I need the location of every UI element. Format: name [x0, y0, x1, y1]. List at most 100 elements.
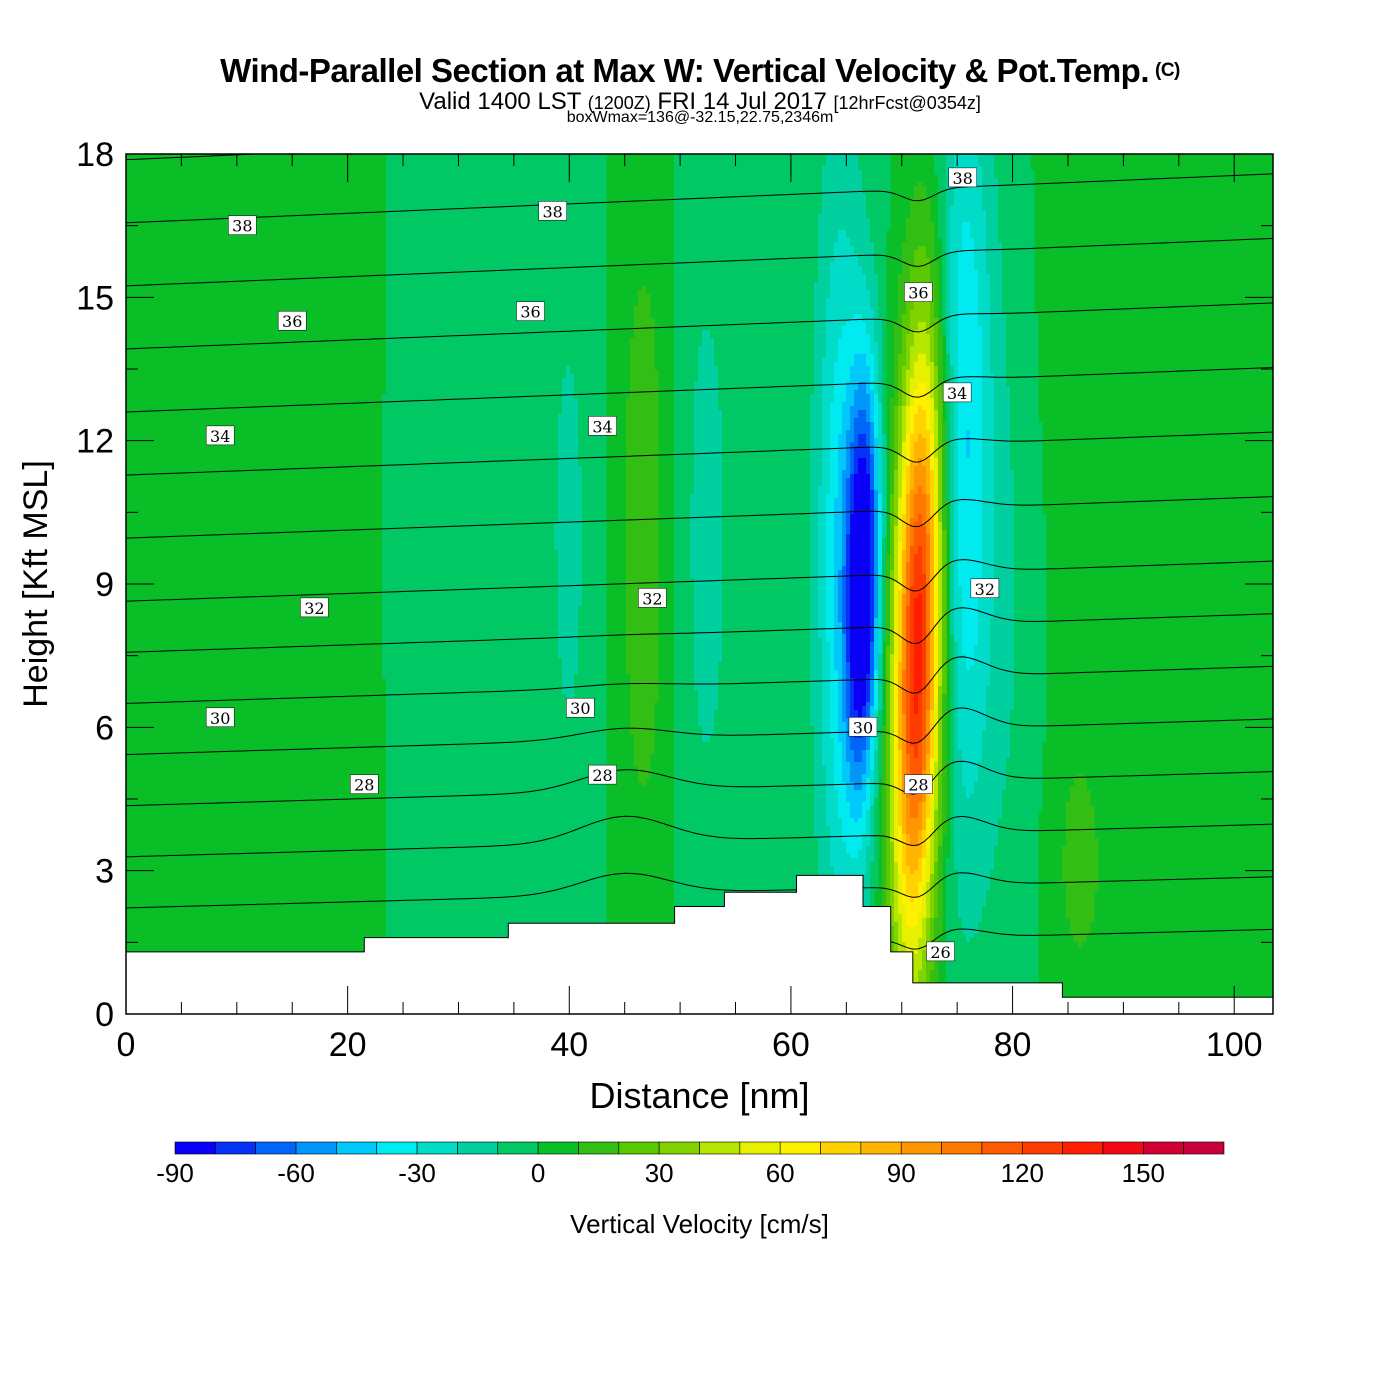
velocity-cell [878, 382, 883, 387]
velocity-cell [382, 654, 559, 659]
velocity-cell [950, 242, 963, 247]
velocity-cell [898, 742, 903, 747]
velocity-cell [1014, 706, 1047, 711]
velocity-cell [982, 742, 1011, 747]
velocity-cell [850, 426, 855, 431]
velocity-cell [930, 402, 935, 407]
velocity-cell [386, 182, 607, 187]
velocity-cell [958, 438, 967, 443]
velocity-cell [930, 670, 935, 675]
velocity-cell [910, 442, 915, 447]
velocity-cell [850, 654, 871, 659]
velocity-cell [950, 294, 959, 299]
velocity-cell [674, 814, 815, 819]
velocity-cell [690, 538, 723, 543]
velocity-cell [922, 546, 927, 551]
velocity-cell [990, 278, 1003, 283]
velocity-cell [894, 470, 899, 475]
velocity-cell [674, 330, 703, 335]
velocity-cell [926, 386, 931, 391]
velocity-cell [978, 598, 995, 603]
velocity-cell [874, 586, 879, 591]
velocity-cell [874, 522, 879, 527]
velocity-cell [826, 582, 835, 587]
velocity-cell [930, 458, 935, 463]
velocity-cell [834, 554, 843, 559]
velocity-cell [890, 514, 895, 519]
velocity-cell [814, 770, 827, 775]
velocity-cell [938, 614, 943, 619]
velocity-cell [858, 386, 867, 391]
velocity-cell [846, 430, 855, 435]
velocity-cell [898, 722, 903, 727]
velocity-cell [954, 794, 967, 799]
velocity-cell [990, 658, 1015, 663]
velocity-cell [934, 486, 939, 491]
velocity-cell [958, 518, 983, 523]
velocity-cell [978, 298, 991, 303]
velocity-cell [870, 490, 875, 495]
velocity-cell [690, 558, 723, 563]
velocity-cell [966, 658, 975, 663]
velocity-cell [978, 310, 991, 315]
velocity-cell [382, 546, 555, 551]
velocity-cell [894, 694, 899, 699]
velocity-cell [558, 638, 579, 643]
velocity-cell [982, 558, 995, 563]
velocity-cell [998, 198, 1035, 203]
velocity-cell [874, 690, 879, 695]
velocity-cell [382, 514, 559, 519]
velocity-cell [826, 622, 835, 627]
velocity-cell [930, 474, 935, 479]
velocity-cell [986, 270, 1003, 275]
velocity-cell [718, 382, 815, 387]
velocity-cell [930, 442, 935, 447]
velocity-cell [830, 286, 867, 291]
velocity-cell [914, 474, 927, 479]
velocity-cell [890, 578, 895, 583]
velocity-cell [874, 742, 879, 747]
velocity-cell [926, 490, 931, 495]
velocity-cell [874, 790, 879, 795]
velocity-cell [906, 670, 911, 675]
velocity-cell [910, 662, 915, 667]
velocity-cell [846, 542, 851, 547]
velocity-cell [698, 690, 719, 695]
velocity-cell [842, 566, 847, 571]
velocity-cell [930, 334, 935, 339]
velocity-cell [690, 514, 723, 519]
velocity-cell [898, 406, 903, 411]
velocity-cell [954, 654, 959, 659]
velocity-cell [554, 534, 583, 539]
velocity-cell [674, 286, 815, 291]
velocity-cell [894, 598, 899, 603]
velocity-cell [1006, 318, 1039, 323]
velocity-cell [950, 686, 955, 691]
velocity-cell [818, 494, 827, 499]
velocity-cell [970, 430, 983, 435]
velocity-cell [574, 374, 607, 379]
velocity-cell [954, 790, 967, 795]
velocity-cell [626, 434, 659, 439]
velocity-cell [882, 334, 887, 339]
velocity-cell [690, 530, 723, 535]
velocity-cell [898, 614, 903, 619]
velocity-cell [854, 754, 863, 759]
velocity-cell [874, 310, 879, 315]
velocity-cell [934, 410, 939, 415]
velocity-cell [938, 734, 943, 739]
velocity-cell [830, 442, 839, 447]
velocity-cell [674, 506, 691, 511]
velocity-cell [818, 562, 827, 567]
velocity-cell [866, 674, 871, 679]
velocity-cell [898, 394, 903, 399]
velocity-cell [722, 462, 811, 467]
velocity-cell [870, 690, 875, 695]
velocity-cell [882, 526, 887, 531]
velocity-cell [386, 766, 607, 771]
velocity-cell [970, 222, 987, 227]
velocity-cell [954, 782, 963, 787]
velocity-cell [870, 422, 875, 427]
velocity-cell [934, 466, 939, 471]
velocity-cell [578, 410, 607, 415]
